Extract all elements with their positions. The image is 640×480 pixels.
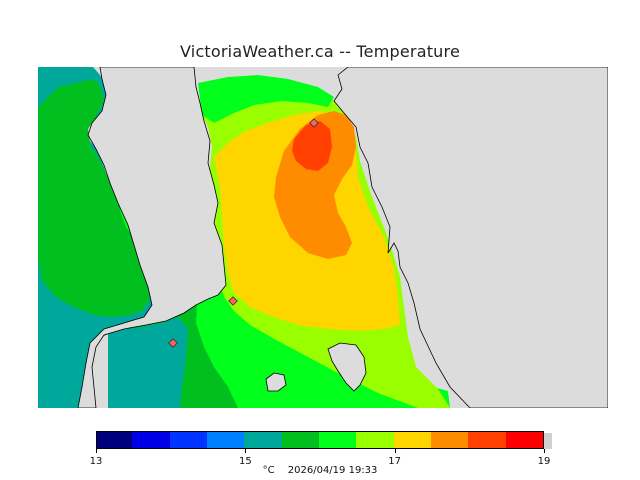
scale-tick-mark bbox=[395, 449, 396, 453]
scale-swatch bbox=[96, 431, 133, 449]
color-scale-bar bbox=[96, 431, 552, 449]
scale-end-cap bbox=[544, 433, 552, 449]
map-footer: °C 2026/04/19 19:33 bbox=[0, 465, 640, 476]
scale-swatch bbox=[394, 431, 432, 449]
water-south-teal bbox=[108, 317, 188, 408]
scale-tick-mark bbox=[96, 449, 97, 453]
scale-tick-mark bbox=[245, 449, 246, 453]
temperature-map[interactable] bbox=[38, 67, 608, 408]
scale-swatch bbox=[468, 431, 507, 449]
scale-swatch bbox=[319, 431, 357, 449]
scale-swatch bbox=[207, 431, 245, 449]
timestamp: 2026/04/19 19:33 bbox=[288, 465, 378, 476]
scale-swatch bbox=[170, 431, 208, 449]
scale-swatch bbox=[132, 431, 171, 449]
scale-tick-mark bbox=[544, 449, 545, 453]
unit-label: °C bbox=[263, 465, 275, 476]
scale-swatch bbox=[431, 431, 469, 449]
map-canvas bbox=[38, 67, 608, 408]
map-title: VictoriaWeather.ca -- Temperature bbox=[0, 42, 640, 61]
scale-swatch bbox=[244, 431, 283, 449]
scale-swatch bbox=[356, 431, 395, 449]
scale-swatch bbox=[282, 431, 320, 449]
scale-swatch bbox=[506, 431, 544, 449]
